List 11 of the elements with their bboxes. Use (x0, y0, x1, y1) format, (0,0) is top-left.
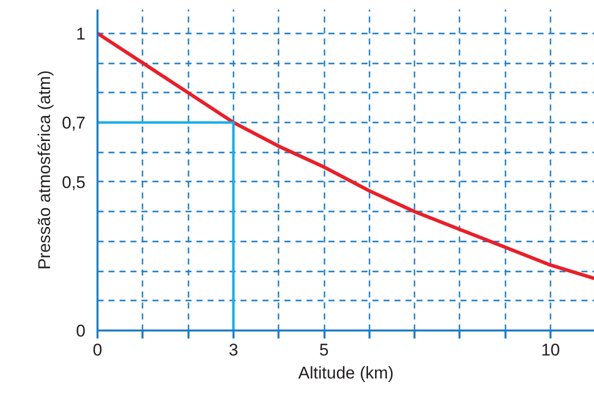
y-tick-label: 0,7 (62, 113, 86, 132)
x-axis-title: Altitude (km) (298, 364, 394, 382)
x-tick-label: 0 (92, 340, 102, 360)
y-tick-label: 1 (76, 24, 86, 44)
y-axis-title: Pressão atmosférica (atm) (34, 70, 54, 270)
x-tick-label: 10 (541, 340, 560, 360)
x-tick-label: 5 (319, 340, 329, 360)
y-tick-label: 0 (76, 322, 86, 340)
x-tick-label: 3 (228, 340, 238, 360)
y-tick-label: 0,5 (62, 172, 86, 192)
line-series (98, 32, 594, 280)
